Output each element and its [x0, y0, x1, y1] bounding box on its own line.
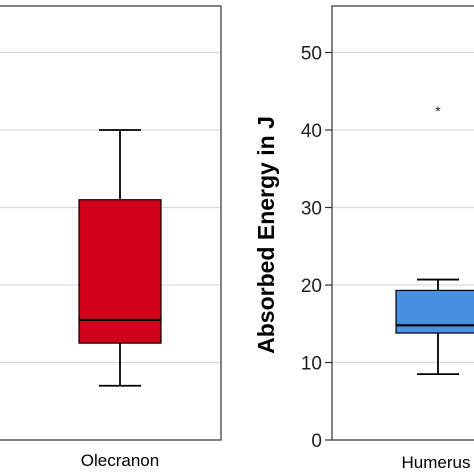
y-axis-label: Absorbed Energy in J — [253, 116, 279, 354]
plot-frame — [0, 5, 222, 441]
category-label: Humerus — [402, 453, 471, 472]
y-tick-label: 40 — [301, 121, 322, 142]
box-olecranon — [78, 199, 162, 344]
y-tick-label: 20 — [301, 276, 322, 297]
box-humerus — [395, 289, 474, 334]
plot-frame — [331, 5, 474, 441]
olecranon-panel: Olecranon — [0, 5, 222, 470]
y-tick-label: 10 — [301, 354, 322, 375]
y-tick-label: 50 — [301, 44, 322, 65]
outlier-marker: * — [435, 103, 441, 119]
y-tick-label: 0 — [311, 431, 322, 452]
humerus-panel: 0 10 20 30 40 50 Absorbed Energy in J * Humerus — [253, 5, 474, 472]
category-label: Olecranon — [81, 451, 159, 470]
y-tick-label: 30 — [301, 199, 322, 220]
